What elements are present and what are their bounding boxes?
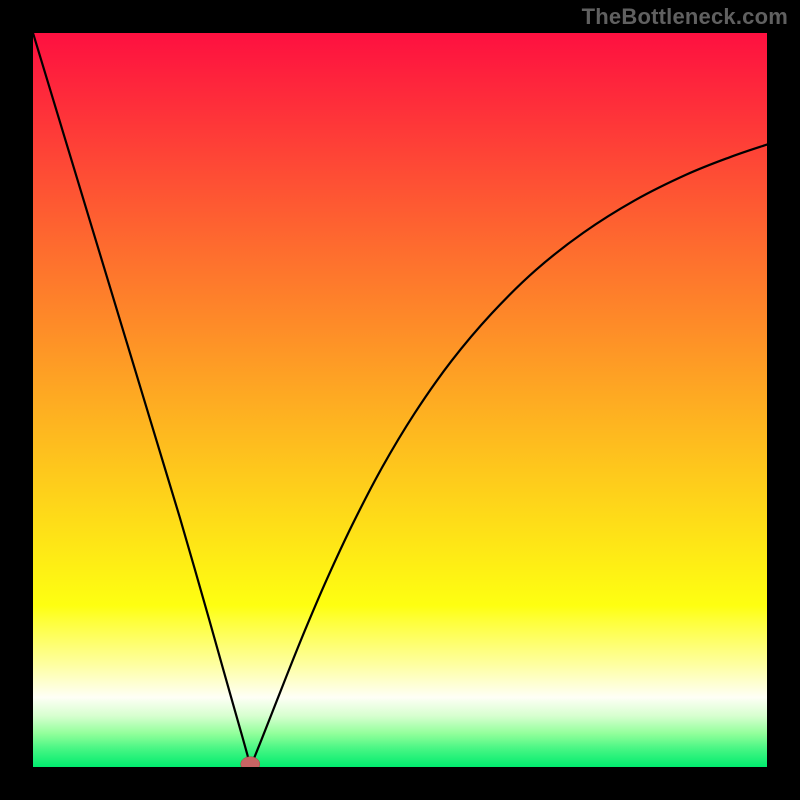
chart-container: TheBottleneck.com — [0, 0, 800, 800]
watermark-label: TheBottleneck.com — [582, 4, 788, 30]
bottleneck-chart — [0, 0, 800, 800]
